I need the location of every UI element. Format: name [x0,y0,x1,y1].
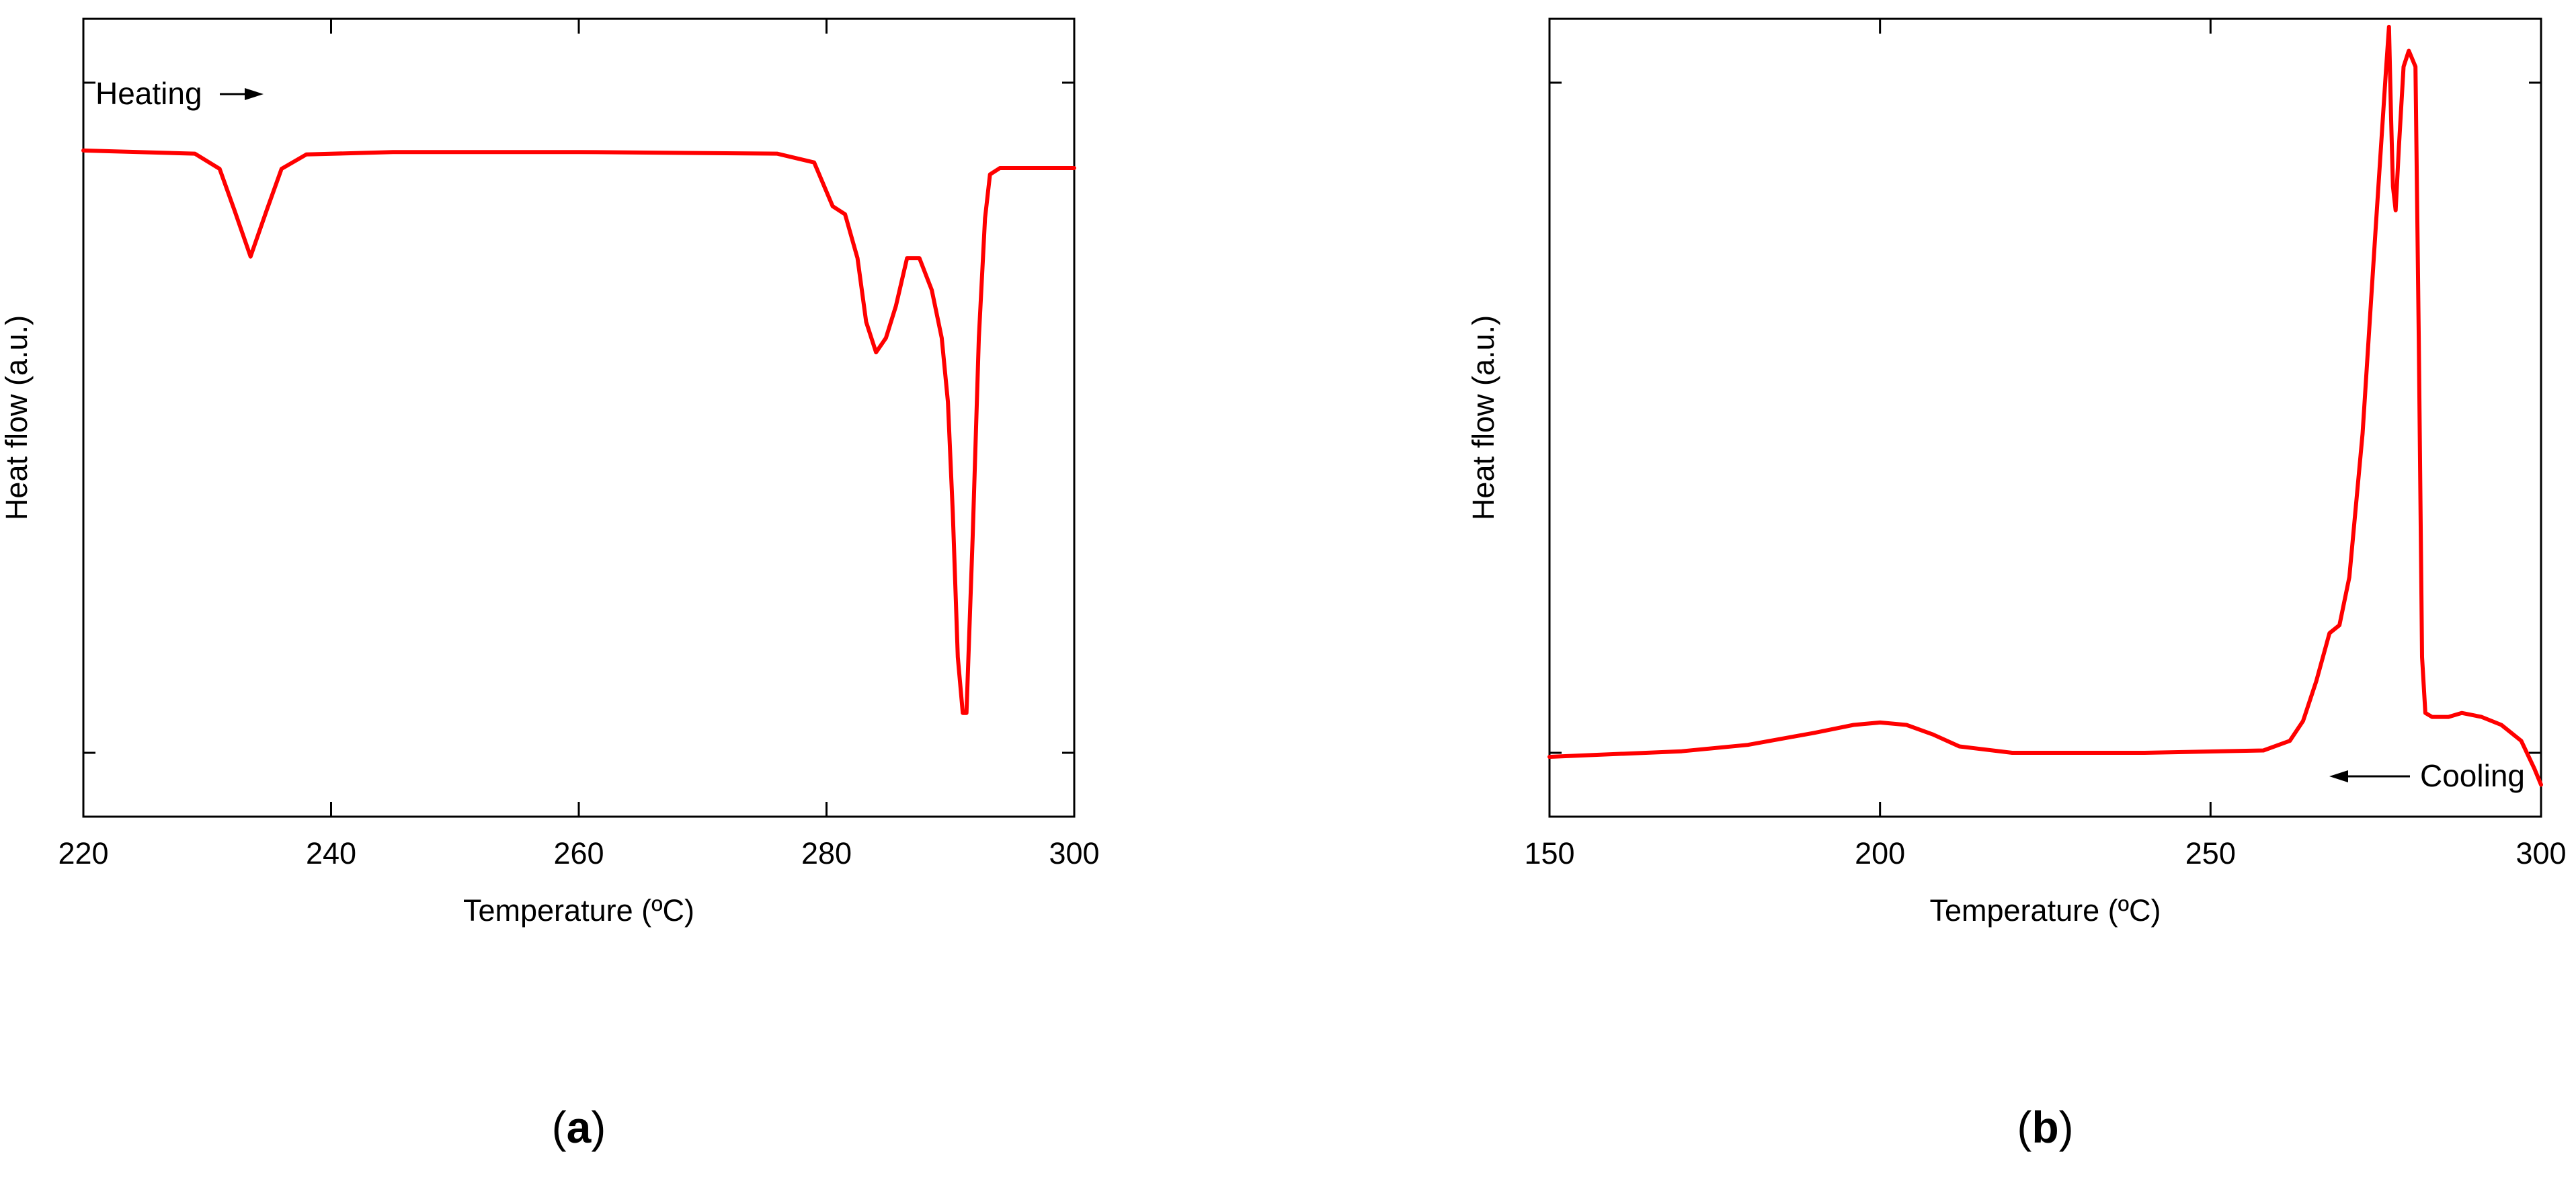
panel-label: (b) [2017,1102,2073,1152]
x-axis-label: Temperature (ºC) [463,893,694,928]
x-tick-label: 280 [801,836,852,870]
x-tick-label: 240 [306,836,356,870]
plot-frame [1548,17,2542,818]
y-axis-label: Heat flow (a.u.) [0,315,34,520]
y-axis-label: Heat flow (a.u.) [1466,315,1500,520]
annotation-arrow-head [245,88,264,100]
annotation-heating: Heating [95,76,264,111]
plot-frame [82,17,1076,818]
x-axis-label: Temperature (ºC) [1929,893,2161,928]
panel-label: (a) [552,1102,606,1152]
x-tick-label: 250 [2185,836,2236,870]
heat-flow-curve [81,148,1076,715]
x-tick-label: 220 [58,836,108,870]
heat-flow-curve [1547,24,2543,787]
annotation-text: Heating [95,76,202,111]
x-tick-label: 260 [553,836,604,870]
annotation-text: Cooling [2420,758,2525,793]
annotation-arrow-head [2329,770,2348,782]
chart-panel-b: 150 200 250 300 Temperature (ºC) Heat flow (a… [1466,17,2567,1152]
x-tick-label: 200 [1855,836,1905,870]
x-tick-label: 150 [1524,836,1574,870]
annotation-cooling: Cooling [2329,758,2525,793]
x-tick-label: 300 [2515,836,2566,870]
chart-panel-a: 220 240 260 280 300 Temperature (ºC) Heat flow… [0,17,1100,1152]
x-tick-label: 300 [1049,836,1099,870]
